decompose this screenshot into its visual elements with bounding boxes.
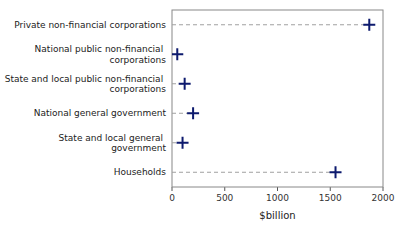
- stem: [172, 172, 336, 173]
- category-label-line: Private non-financial corporations: [14, 20, 166, 30]
- category-label-line: National general government: [34, 108, 167, 118]
- category-label-line: National public non-financial: [35, 44, 166, 54]
- category-label-line: corporations: [109, 84, 166, 94]
- data-marks: [172, 19, 375, 179]
- category-label: State and local public non-financial cor…: [5, 74, 167, 95]
- category-label: National general government: [34, 108, 167, 118]
- background: [0, 0, 397, 227]
- x-tick: [330, 187, 331, 191]
- x-tick: [383, 187, 384, 191]
- category-label-line: corporations: [109, 55, 166, 65]
- category-label-line: State and local public non-financial: [5, 74, 166, 84]
- category-label: Households: [114, 167, 167, 177]
- x-tick-label: 2000: [372, 193, 395, 203]
- chart: 0 500 1000 1500 2000 $billion Households State …: [0, 0, 397, 227]
- category-label-line: government: [111, 143, 166, 153]
- marker: [187, 107, 199, 119]
- marker: [172, 48, 183, 60]
- x-tick: [224, 187, 225, 191]
- category-label-line: State and local general: [59, 133, 166, 143]
- category-label: National public non-financial corporatio…: [35, 44, 167, 65]
- stem: [172, 24, 369, 25]
- marker: [179, 78, 191, 90]
- category-label-line: Households: [114, 167, 167, 177]
- x-tick-label: 1000: [266, 193, 289, 203]
- x-tick-label: 1500: [319, 193, 342, 203]
- x-tick: [172, 187, 173, 191]
- marker: [177, 137, 189, 149]
- x-axis-label: $billion: [259, 210, 295, 221]
- plot-frame: [172, 10, 383, 187]
- category-label: State and local general government: [59, 133, 167, 154]
- marker: [363, 19, 375, 31]
- category-label: Private non-financial corporations: [14, 20, 166, 30]
- x-tick: [277, 187, 278, 191]
- x-tick-label: 0: [169, 193, 175, 203]
- marker: [330, 166, 342, 178]
- x-tick-label: 500: [216, 193, 233, 203]
